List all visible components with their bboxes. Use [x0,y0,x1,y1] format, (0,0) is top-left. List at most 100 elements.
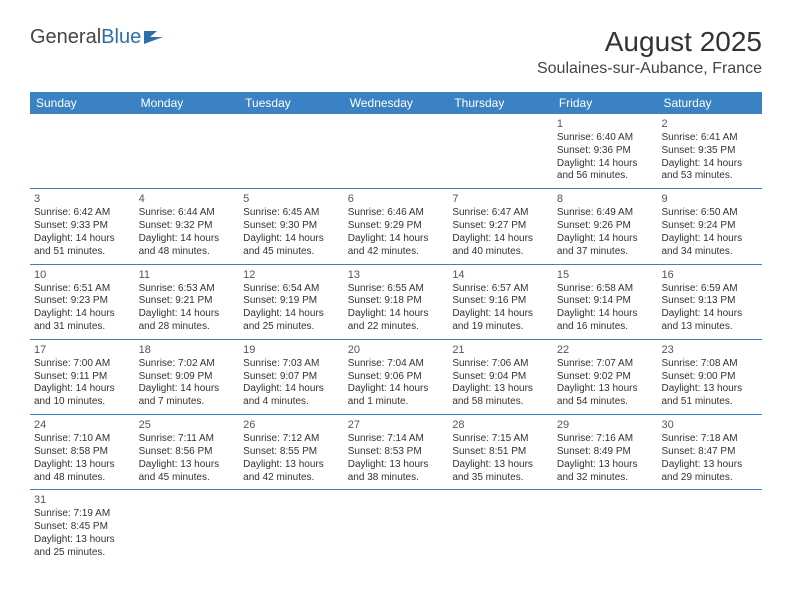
calendar-empty [448,490,553,564]
day-number: 4 [139,192,236,206]
sunrise-text: Sunrise: 7:10 AM [34,433,131,446]
daylight-text-2: and 40 minutes. [452,246,549,259]
daylight-text: Daylight: 14 hours [661,158,758,171]
sunset-text: Sunset: 9:18 PM [348,295,445,308]
calendar-day: 28Sunrise: 7:15 AMSunset: 8:51 PMDayligh… [448,415,553,489]
day-header: Sunday [30,92,135,114]
day-number: 19 [243,343,340,357]
calendar-week: 1Sunrise: 6:40 AMSunset: 9:36 PMDaylight… [30,114,762,189]
daylight-text: Daylight: 13 hours [557,459,654,472]
sunset-text: Sunset: 9:06 PM [348,371,445,384]
daylight-text: Daylight: 14 hours [661,308,758,321]
daylight-text: Daylight: 14 hours [139,233,236,246]
sunrise-text: Sunrise: 6:57 AM [452,283,549,296]
day-number: 22 [557,343,654,357]
sunrise-text: Sunrise: 6:49 AM [557,207,654,220]
sunrise-text: Sunrise: 6:44 AM [139,207,236,220]
calendar-week: 24Sunrise: 7:10 AMSunset: 8:58 PM Dayligh… [30,415,762,490]
day-number: 13 [348,268,445,282]
daylight-text: Daylight: 14 hours [139,383,236,396]
daylight-text-2: and 58 minutes. [452,396,549,409]
calendar-day: 27Sunrise: 7:14 AMSunset: 8:53 PMDayligh… [344,415,449,489]
daylight-text-2: and 42 minutes. [348,246,445,259]
calendar-day: 17Sunrise: 7:00 AMSunset: 9:11 PMDayligh… [30,340,135,414]
calendar-empty [448,114,553,188]
logo: GeneralBlue [30,26,165,49]
sunrise-text: Sunrise: 7:18 AM [661,433,758,446]
sunset-text: Sunset: 9:33 PM [34,220,131,233]
location: Soulaines-sur-Aubance, France [537,60,762,78]
daylight-text-2: and 54 minutes. [557,396,654,409]
daylight-text-2: and 45 minutes. [243,246,340,259]
day-header: Tuesday [239,92,344,114]
daylight-text-2: and 45 minutes. [139,472,236,485]
calendar-day: 15Sunrise: 6:58 AMSunset: 9:14 PMDayligh… [553,265,658,339]
daylight-text: Daylight: 14 hours [243,233,340,246]
daylight-text-2: and 48 minutes. [34,472,131,485]
sunset-text: Sunset: 9:30 PM [243,220,340,233]
daylight-text: Daylight: 14 hours [661,233,758,246]
daylight-text-2: and 51 minutes. [34,246,131,259]
day-number: 1 [557,117,654,131]
daylight-text: Daylight: 14 hours [34,233,131,246]
day-header: Wednesday [344,92,449,114]
daylight-text: Daylight: 13 hours [661,459,758,472]
daylight-text-2: and 25 minutes. [34,547,131,560]
day-number: 18 [139,343,236,357]
day-header: Monday [135,92,240,114]
sunrise-text: Sunrise: 7:06 AM [452,358,549,371]
calendar-week: 10Sunrise: 6:51 AMSunset: 9:23 PMDayligh… [30,265,762,340]
day-number: 24 [34,418,131,432]
calendar-day: 25Sunrise: 7:11 AMSunset: 8:56 PMDayligh… [135,415,240,489]
day-number: 10 [34,268,131,282]
day-number: 17 [34,343,131,357]
day-number: 9 [661,192,758,206]
day-number: 15 [557,268,654,282]
sunset-text: Sunset: 8:58 PM [34,446,131,459]
sunset-text: Sunset: 9:32 PM [139,220,236,233]
day-number: 12 [243,268,340,282]
daylight-text: Daylight: 14 hours [452,233,549,246]
day-number: 11 [139,268,236,282]
daylight-text: Daylight: 14 hours [452,308,549,321]
day-header: Thursday [448,92,553,114]
daylight-text-2: and 28 minutes. [139,321,236,334]
daylight-text-2: and 53 minutes. [661,170,758,183]
sunset-text: Sunset: 9:00 PM [661,371,758,384]
calendar-empty [657,490,762,564]
day-number: 20 [348,343,445,357]
sunrise-text: Sunrise: 7:08 AM [661,358,758,371]
sunrise-text: Sunrise: 7:19 AM [34,508,131,521]
daylight-text: Daylight: 13 hours [557,383,654,396]
daylight-text-2: and 48 minutes. [139,246,236,259]
calendar-empty [344,490,449,564]
sunset-text: Sunset: 9:36 PM [557,145,654,158]
daylight-text: Daylight: 14 hours [34,308,131,321]
logo-text-1: General [30,26,101,49]
daylight-text-2: and 34 minutes. [661,246,758,259]
calendar-day: 30Sunrise: 7:18 AMSunset: 8:47 PMDayligh… [657,415,762,489]
sunset-text: Sunset: 8:56 PM [139,446,236,459]
sunrise-text: Sunrise: 7:04 AM [348,358,445,371]
sunset-text: Sunset: 8:45 PM [34,521,131,534]
calendar-day: 13Sunrise: 6:55 AMSunset: 9:18 PMDayligh… [344,265,449,339]
sunrise-text: Sunrise: 7:07 AM [557,358,654,371]
daylight-text: Daylight: 13 hours [348,459,445,472]
day-number: 26 [243,418,340,432]
sunset-text: Sunset: 9:09 PM [139,371,236,384]
sunrise-text: Sunrise: 7:00 AM [34,358,131,371]
calendar-day: 22Sunrise: 7:07 AMSunset: 9:02 PMDayligh… [553,340,658,414]
sunset-text: Sunset: 8:53 PM [348,446,445,459]
sunset-text: Sunset: 8:49 PM [557,446,654,459]
calendar-week: 31Sunrise: 7:19 AMSunset: 8:45 PMDayligh… [30,490,762,564]
daylight-text: Daylight: 13 hours [139,459,236,472]
day-number: 29 [557,418,654,432]
sunset-text: Sunset: 9:19 PM [243,295,340,308]
day-number: 21 [452,343,549,357]
sunrise-text: Sunrise: 7:16 AM [557,433,654,446]
day-number: 28 [452,418,549,432]
daylight-text: Daylight: 14 hours [348,233,445,246]
sunset-text: Sunset: 9:16 PM [452,295,549,308]
day-header-row: Sunday Monday Tuesday Wednesday Thursday… [30,92,762,114]
sunset-text: Sunset: 9:07 PM [243,371,340,384]
